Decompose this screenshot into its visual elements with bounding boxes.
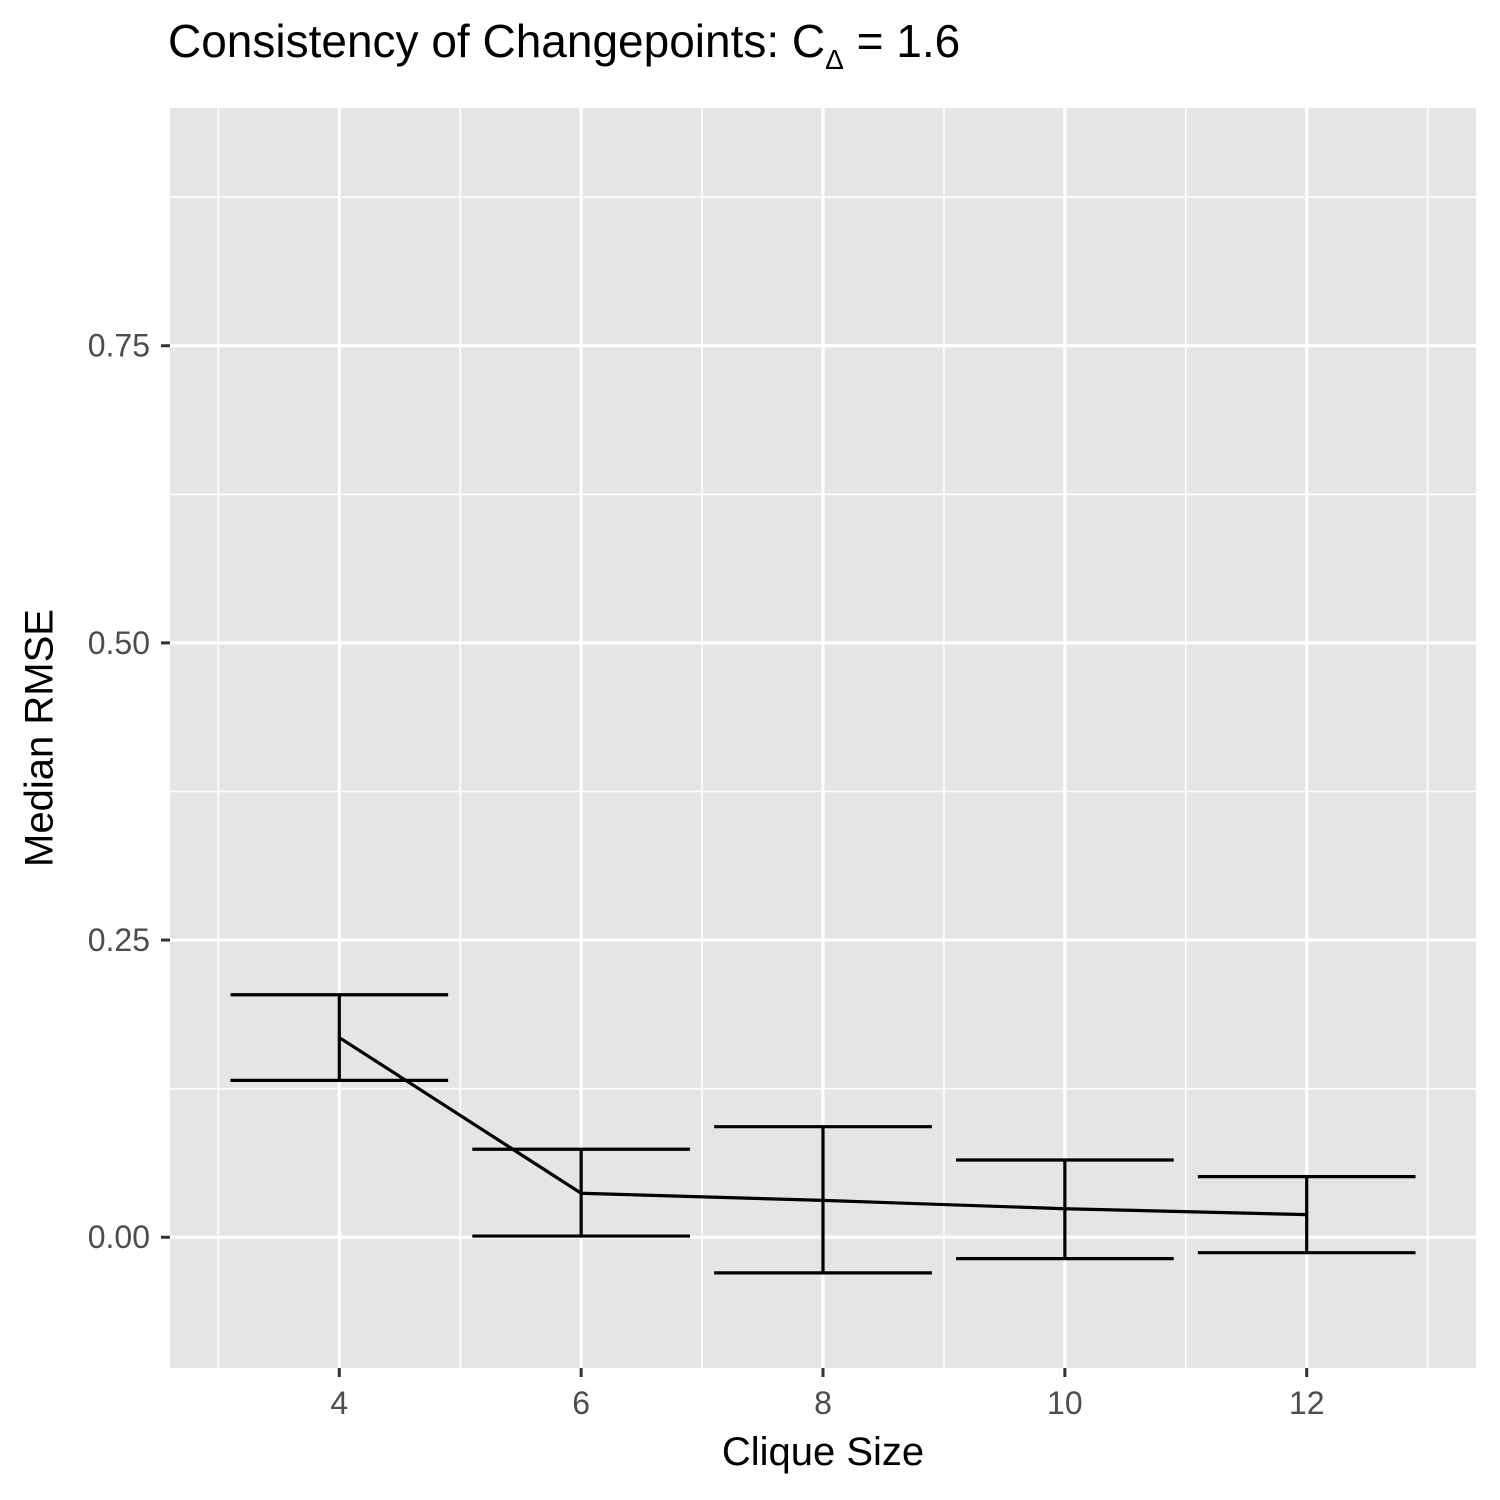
x-tick-label: 12 xyxy=(1289,1385,1325,1421)
series-line xyxy=(338,1036,1307,1217)
x-tick-label: 6 xyxy=(572,1385,590,1421)
chart-title: Consistency of Changepoints: CΔ = 1.6 xyxy=(168,14,960,76)
x-tick-label: 8 xyxy=(814,1385,832,1421)
y-tick-label: 0.25 xyxy=(88,922,150,958)
chart-title-subscript: Δ xyxy=(825,44,844,75)
y-tick-label: 0.50 xyxy=(88,625,150,661)
chart-title-suffix: = 1.6 xyxy=(843,15,961,67)
y-tick-label: 0.00 xyxy=(88,1219,150,1255)
chart-title-main: Consistency of Changepoints: C xyxy=(168,15,826,67)
y-tick-label: 0.75 xyxy=(88,328,150,364)
x-tick-label: 10 xyxy=(1047,1385,1083,1421)
y-axis-label: Median RMSE xyxy=(17,609,62,867)
x-tick-label: 4 xyxy=(330,1385,348,1421)
x-axis-label: Clique Size xyxy=(721,1430,925,1474)
